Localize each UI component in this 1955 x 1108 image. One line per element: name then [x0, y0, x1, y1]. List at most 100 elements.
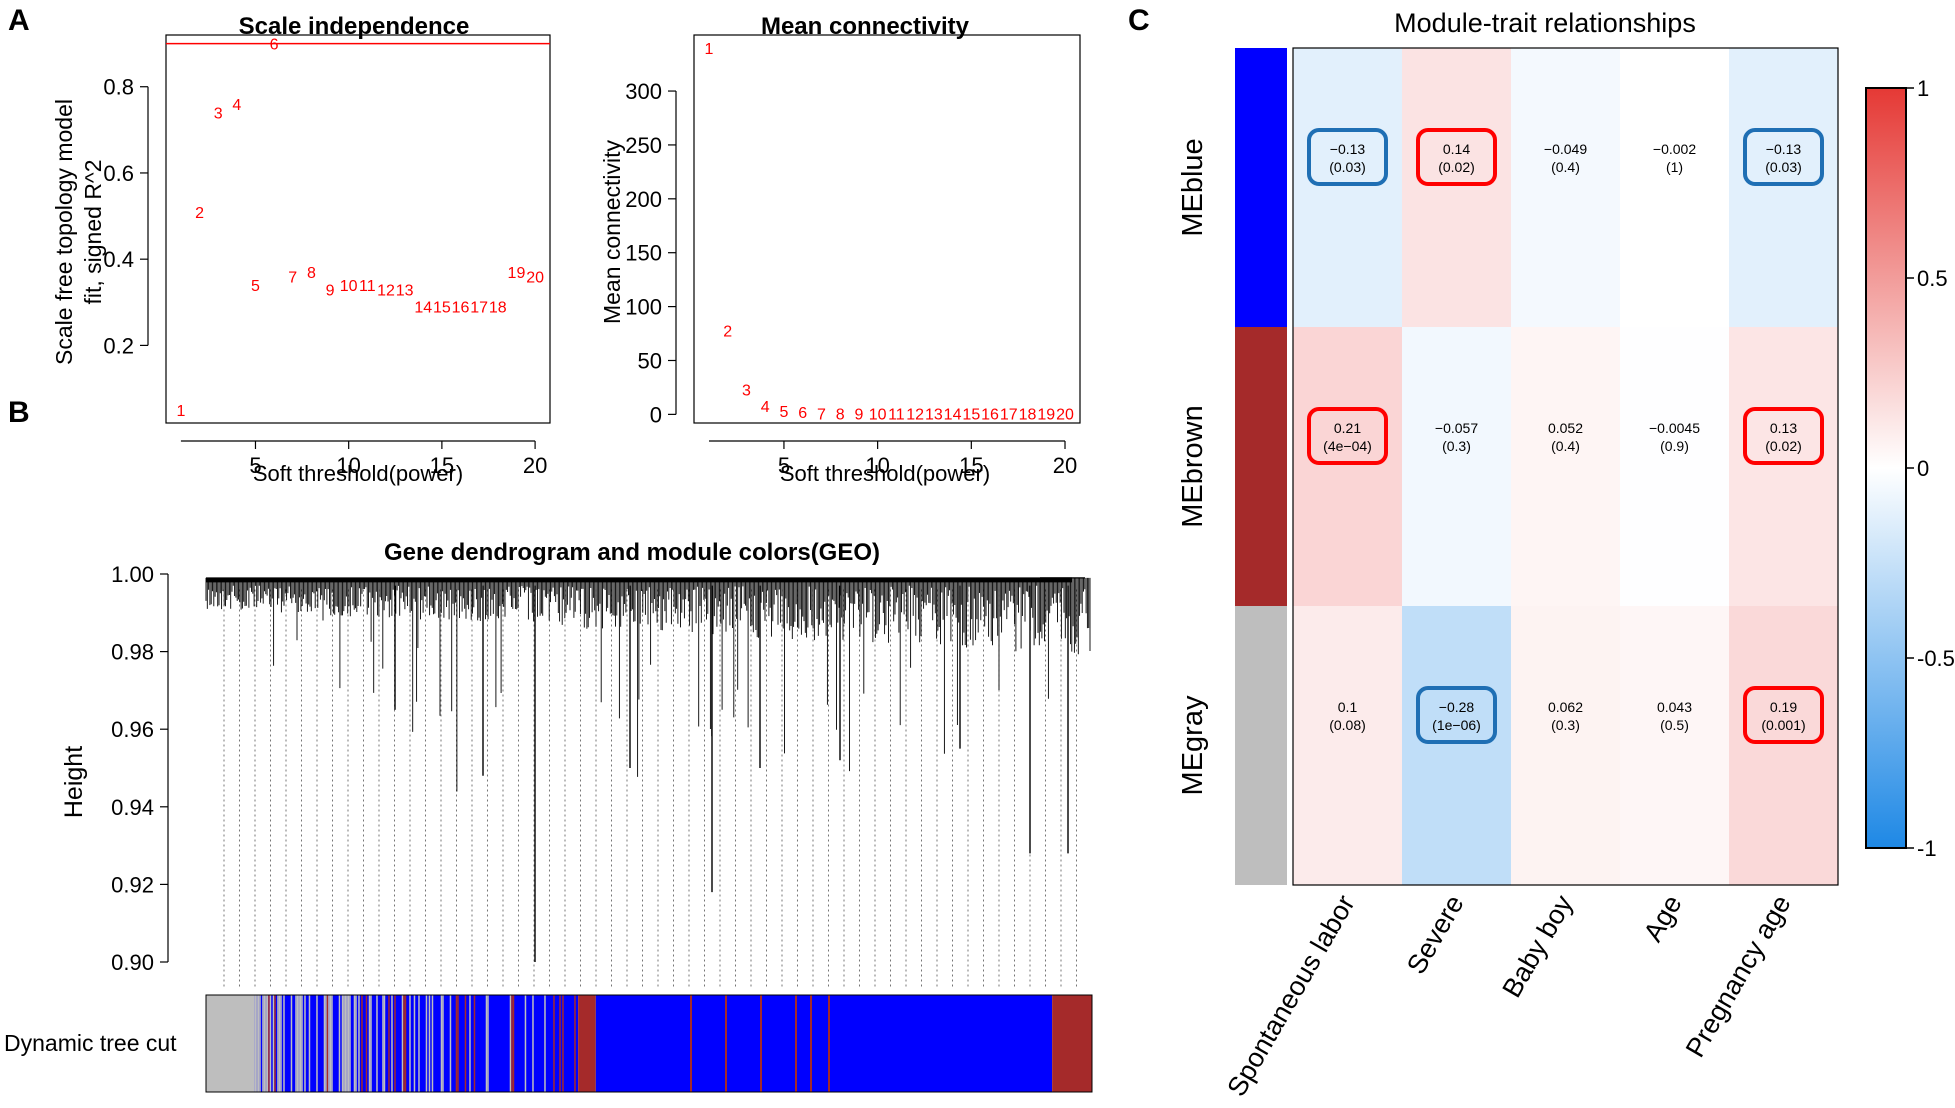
- mean-connectivity-ylabel: Mean connectivity: [599, 139, 625, 324]
- dendrogram-panel: Gene dendrogram and module colors(GEO) 1…: [4, 539, 1093, 1093]
- a1-x-tick-label: 20: [523, 453, 547, 478]
- a2-point-label: 20: [1056, 406, 1074, 423]
- module-stripe: [308, 995, 311, 1092]
- module-stripe: [349, 995, 351, 1092]
- module-color-MEgray: [1235, 606, 1287, 885]
- cell-correlation: 0.21: [1334, 420, 1361, 436]
- scale-independence-xlabel: Soft threshold(power): [253, 461, 463, 486]
- module-stripe: [388, 995, 390, 1092]
- module-stripe: [370, 995, 372, 1092]
- module-stripe: [404, 995, 407, 1092]
- cell-correlation: −0.057: [1435, 420, 1478, 436]
- a1-point-label: 12: [377, 282, 395, 299]
- a1-point-label: 11: [359, 278, 376, 295]
- module-trait-title: Module-trait relationships: [1394, 8, 1696, 38]
- module-stripe: [512, 995, 515, 1092]
- cell-correlation: −0.13: [1766, 141, 1802, 157]
- a1-y-tick-label: 0.6: [103, 161, 134, 186]
- cell-pvalue: (1e−06): [1432, 717, 1481, 733]
- mean-connectivity-xlabel: Soft threshold(power): [780, 461, 990, 486]
- module-stripe: [391, 995, 393, 1092]
- module-segment-brown: [578, 995, 596, 1092]
- module-trait-legend: 1 0.5 0 -0.5 -1: [1865, 76, 1955, 861]
- module-stripe: [265, 995, 267, 1092]
- heatmap-cell: [1511, 606, 1620, 885]
- a2-point-label: 12: [906, 406, 924, 423]
- module-stripe: [316, 995, 318, 1092]
- module-stripe: [457, 995, 459, 1092]
- module-stripe: [355, 995, 357, 1092]
- a1-y-tick-label: 0.2: [103, 333, 134, 358]
- heatmap-cell: [1511, 48, 1620, 327]
- mean-connectivity-frame: [693, 34, 1081, 424]
- a1-x-tick-label: 15: [430, 453, 454, 478]
- cell-pvalue: (0.02): [1765, 438, 1802, 454]
- a1-point-label: 10: [340, 278, 358, 295]
- cell-correlation: −0.002: [1653, 141, 1696, 157]
- highlight-box: [1416, 686, 1497, 744]
- cell-pvalue: (4e−04): [1323, 438, 1372, 454]
- panel-label-b: B: [8, 396, 30, 429]
- a1-point-label: 17: [470, 300, 488, 317]
- module-stripe: [574, 995, 576, 1092]
- a1-point-label: 19: [508, 265, 526, 282]
- module-stripe: [341, 995, 344, 1092]
- heatmap-frame: [1292, 47, 1839, 886]
- a1-x-tick-label: 5: [249, 453, 261, 478]
- a2-point-label: 11: [888, 406, 905, 423]
- a1-point-label: 18: [489, 300, 507, 317]
- a1-point-label: 7: [288, 269, 297, 286]
- dendrogram-y-tick-label: 0.92: [111, 872, 154, 897]
- module-stripe: [760, 995, 762, 1092]
- module-stripe: [544, 995, 546, 1092]
- a1-point-label: 4: [232, 97, 241, 114]
- module-stripe: [383, 995, 386, 1092]
- a2-point-label: 3: [742, 383, 751, 400]
- dendrogram-axes: 1.00 0.98 0.96 0.94 0.92 0.90: [111, 562, 169, 975]
- cell-correlation: 0.13: [1770, 420, 1797, 436]
- a2-point-label: 18: [1019, 406, 1037, 423]
- a1-point-label: 6: [270, 37, 279, 54]
- module-segment-brown: [1052, 995, 1092, 1092]
- module-stripe: [298, 995, 300, 1092]
- heatmap-cell: [1402, 48, 1511, 327]
- module-stripe: [795, 995, 797, 1092]
- module-stripe: [274, 995, 276, 1092]
- module-stripe: [326, 995, 329, 1092]
- a1-point-label: 20: [526, 269, 544, 286]
- heatmap-cell: [1620, 48, 1729, 327]
- module-stripe: [347, 995, 350, 1092]
- a2-y-tick-label: 250: [625, 133, 662, 158]
- heatmap-cell: [1402, 606, 1511, 885]
- column-label: Age: [1638, 890, 1688, 947]
- module-stripe: [266, 995, 269, 1092]
- module-stripe: [418, 995, 420, 1092]
- a1-point-label: 5: [251, 278, 260, 295]
- dendrogram-y-tick-label: 0.98: [111, 640, 154, 665]
- heatmap-cell: [1511, 327, 1620, 606]
- module-stripe: [394, 995, 396, 1092]
- cell-correlation: 0.043: [1657, 699, 1692, 715]
- module-stripe: [524, 995, 527, 1092]
- module-stripe: [277, 995, 279, 1092]
- module-stripe: [358, 995, 360, 1092]
- column-label: Baby boy: [1496, 890, 1579, 1003]
- cell-correlation: −0.0045: [1649, 420, 1700, 436]
- a2-point-label: 19: [1037, 406, 1055, 423]
- a1-point-label: 15: [433, 300, 451, 317]
- module-stripe: [295, 995, 297, 1092]
- module-stripe: [562, 995, 564, 1092]
- heatmap-cell: [1402, 327, 1511, 606]
- module-stripe: [343, 995, 345, 1092]
- a2-x-tick-label: 10: [865, 453, 889, 478]
- dendrogram-leaves: [205, 577, 1091, 792]
- panel-label-a: A: [8, 4, 30, 37]
- a2-point-label: 9: [854, 406, 863, 423]
- legend-tick-label: -0.5: [1917, 646, 1955, 671]
- module-stripe: [268, 995, 270, 1092]
- heatmap-cell: [1729, 606, 1838, 885]
- module-stripe: [553, 995, 555, 1092]
- column-label: Severe: [1401, 890, 1470, 979]
